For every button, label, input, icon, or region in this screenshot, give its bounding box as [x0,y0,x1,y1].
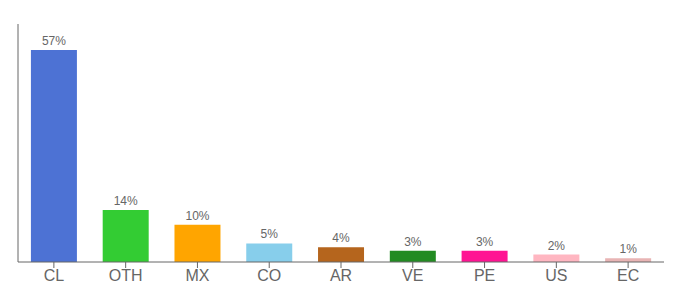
svg-text:OTH: OTH [109,267,143,284]
svg-text:EC: EC [617,267,639,284]
svg-text:57%: 57% [42,34,66,48]
svg-text:14%: 14% [114,194,138,208]
svg-text:3%: 3% [404,235,422,249]
svg-text:CL: CL [44,267,65,284]
svg-text:10%: 10% [185,209,209,223]
svg-text:VE: VE [402,267,423,284]
svg-text:1%: 1% [619,242,637,256]
svg-text:5%: 5% [261,227,279,241]
svg-text:3%: 3% [476,235,494,249]
svg-text:AR: AR [330,267,352,284]
svg-text:PE: PE [474,267,495,284]
svg-text:MX: MX [185,267,209,284]
svg-text:US: US [545,267,567,284]
svg-text:2%: 2% [548,239,566,253]
svg-text:4%: 4% [332,231,350,245]
svg-text:CO: CO [257,267,281,284]
